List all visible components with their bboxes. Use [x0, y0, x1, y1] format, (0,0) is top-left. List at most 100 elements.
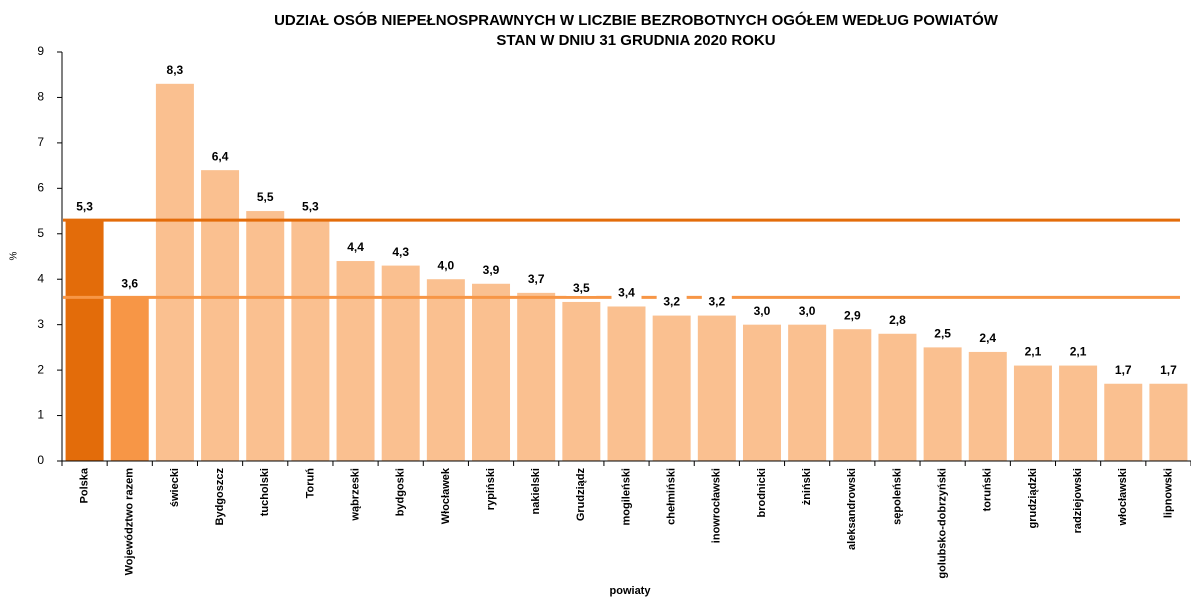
bar: [517, 292, 556, 461]
y-tick-label: 3: [37, 317, 44, 331]
value-label: 2,4: [979, 331, 996, 345]
y-axis-label: %: [9, 251, 20, 260]
x-tick-label: brodnicki: [756, 468, 768, 518]
y-tick-label: 2: [37, 362, 44, 376]
value-label: 8,3: [167, 63, 184, 77]
value-label-bg: [792, 302, 823, 319]
bar: [607, 306, 646, 461]
x-tick-label: toruński: [982, 468, 994, 511]
x-tick-label: Województwo razem: [124, 468, 136, 576]
bar: [1059, 365, 1098, 461]
value-label-bg: [430, 257, 461, 274]
bar: [1149, 383, 1188, 461]
x-tick-label: lipnowski: [1162, 468, 1174, 518]
x-tick-label: wąbrzeski: [349, 468, 361, 522]
x-tick-label: nakielski: [530, 468, 542, 514]
x-tick-label: Włocławek: [440, 467, 452, 524]
value-label-bg: [1017, 343, 1048, 360]
value-label: 4,3: [392, 245, 409, 259]
x-tick-label: Toruń: [304, 468, 316, 499]
bar: [426, 279, 465, 461]
value-label: 3,0: [799, 304, 816, 318]
x-tick-label: Bydgoszcz: [214, 468, 226, 526]
value-label: 5,3: [302, 199, 319, 213]
value-label: 2,9: [844, 308, 861, 322]
x-tick-label: włocławski: [1117, 468, 1129, 526]
value-label-bg: [250, 189, 281, 206]
value-label: 5,3: [76, 199, 93, 213]
x-tick-label: mogileński: [620, 468, 632, 525]
value-label-bg: [882, 311, 913, 328]
value-label: 3,5: [573, 281, 590, 295]
value-label: 5,5: [257, 190, 274, 204]
x-tick-label: tucholski: [259, 468, 271, 516]
bar: [336, 261, 375, 461]
y-tick-label: 5: [37, 226, 44, 240]
x-tick-label: żniński: [801, 468, 813, 505]
x-tick-label: Grudziądz: [575, 468, 587, 522]
x-tick-label: grudziądzki: [1027, 468, 1039, 529]
value-label-bg: [385, 243, 416, 260]
x-axis-label: powiaty: [610, 585, 652, 597]
value-label: 2,1: [1070, 345, 1087, 359]
bar: [201, 170, 240, 461]
bar: [472, 283, 511, 461]
value-label-bg: [205, 148, 236, 165]
x-tick-label: inowrocławski: [711, 468, 723, 543]
value-label: 1,7: [1115, 363, 1132, 377]
x-tick-label: golubsko-dobrzyński: [937, 468, 949, 579]
value-label: 3,2: [663, 295, 680, 309]
x-tick-label: bydgoski: [395, 468, 407, 516]
bar: [246, 211, 285, 461]
x-tick-label: aleksandrowski: [846, 468, 858, 550]
value-label: 2,1: [1025, 345, 1042, 359]
value-label-bg: [656, 293, 687, 310]
y-tick-label: 6: [37, 181, 44, 195]
chart-title: UDZIAŁ OSÓB NIEPEŁNOSPRAWNYCH W LICZBIE …: [274, 11, 999, 29]
value-label: 4,4: [347, 240, 364, 254]
value-label-bg: [1153, 361, 1184, 378]
bar: [381, 265, 420, 461]
x-tick-label: sępoleński: [891, 468, 903, 525]
value-label: 2,5: [934, 327, 951, 341]
value-label-bg: [837, 307, 868, 324]
value-label: 3,7: [528, 272, 545, 286]
y-tick-label: 0: [37, 453, 44, 467]
value-label: 3,2: [708, 295, 725, 309]
value-label: 3,6: [121, 277, 138, 291]
value-label: 6,4: [212, 149, 229, 163]
bar: [878, 333, 917, 461]
bar: [742, 324, 781, 461]
x-tick-label: świecki: [169, 468, 181, 507]
value-label-bg: [972, 329, 1003, 346]
value-label-bg: [927, 325, 958, 342]
bar: [697, 315, 736, 461]
bar: [1104, 383, 1143, 461]
value-label: 3,9: [483, 263, 500, 277]
x-tick-label: chełmiński: [666, 468, 678, 525]
bar: [110, 297, 149, 461]
bar: [562, 301, 601, 461]
bar: [968, 351, 1007, 461]
bar: [833, 329, 872, 461]
y-tick-label: 7: [37, 135, 44, 149]
value-label-bg: [159, 61, 190, 78]
value-label-bg: [521, 270, 552, 287]
value-label-bg: [1108, 361, 1139, 378]
value-label-bg: [1063, 343, 1094, 360]
bar: [65, 220, 104, 461]
value-label-bg: [295, 198, 326, 215]
bar: [291, 220, 330, 461]
value-label: 1,7: [1160, 363, 1177, 377]
value-label: 2,8: [889, 313, 906, 327]
chart-subtitle: STAN W DNIU 31 GRUDNIA 2020 ROKU: [496, 32, 775, 49]
value-label-bg: [701, 293, 732, 310]
y-tick-label: 9: [37, 44, 44, 58]
value-label-bg: [476, 261, 507, 278]
bar: [652, 315, 691, 461]
y-tick-label: 4: [37, 271, 44, 285]
bar: [1013, 365, 1052, 461]
y-tick-label: 8: [37, 90, 44, 104]
